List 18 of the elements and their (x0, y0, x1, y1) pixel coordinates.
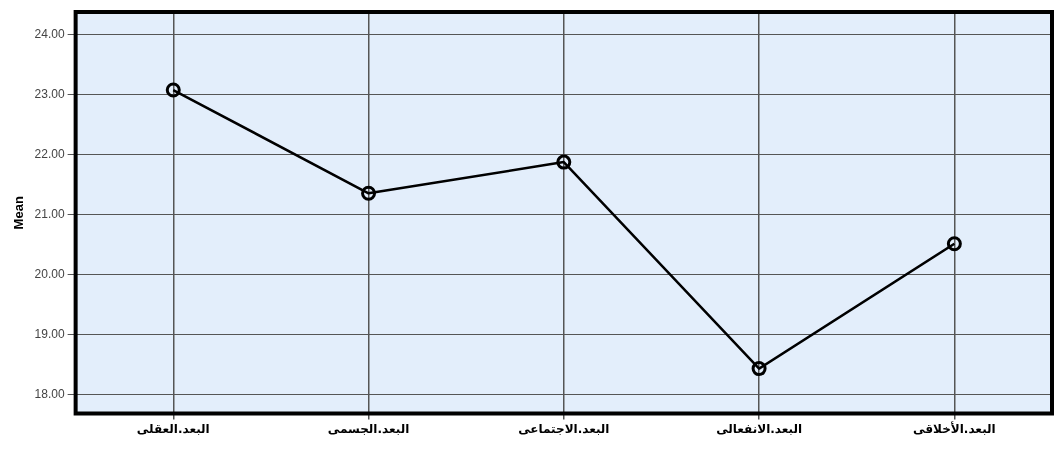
y-tick-label: 22.00 (34, 146, 65, 161)
x-tick-label: البعد.الجسمى (327, 421, 410, 436)
point (165, 82, 181, 98)
y-tick-label: 18.00 (34, 386, 65, 401)
x-tick-label: البعد.العقلى (136, 421, 210, 436)
point (751, 361, 767, 377)
y-tick-label: 23.00 (34, 86, 65, 101)
point (946, 236, 962, 252)
y-axis-title: Mean (11, 196, 27, 230)
x-tick-label: البعد.الاجتماعى (518, 421, 610, 436)
x-tick-label: البعد.الانفعالى (716, 421, 803, 436)
y-tick-label: 20.00 (34, 266, 65, 281)
point (361, 185, 377, 201)
y-tick-label: 21.00 (34, 206, 65, 221)
y-tick-label: 24.00 (34, 26, 65, 41)
point (556, 154, 572, 170)
x-tick-label: البعد.الأخلاقى (913, 420, 996, 436)
y-tick-label: 19.00 (34, 326, 65, 341)
